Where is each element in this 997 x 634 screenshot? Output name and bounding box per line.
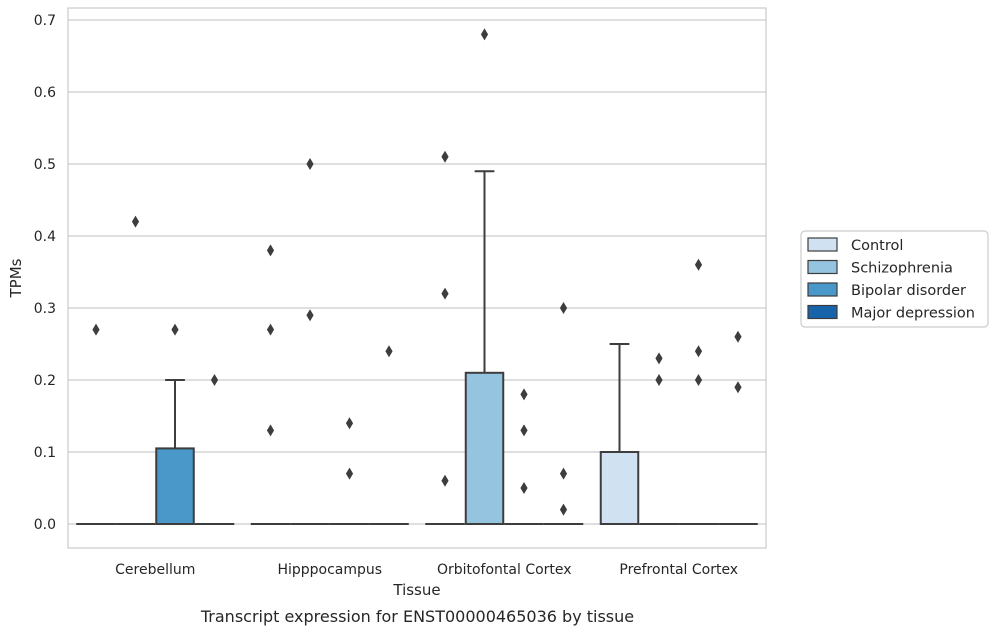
box-group — [76, 323, 116, 526]
outlier-point — [694, 374, 703, 386]
outlier-point — [655, 374, 663, 386]
box-group — [115, 215, 156, 526]
box-group — [425, 150, 465, 526]
box-group — [369, 345, 409, 526]
legend-label: Bipolar disorder — [851, 283, 966, 299]
outlier-point — [559, 302, 568, 314]
y-tick-label: 0.3 — [34, 301, 56, 317]
legend-swatch — [807, 282, 838, 297]
legend-swatch — [807, 304, 838, 320]
y-axis-ticks: 0.0 0.1 0.2 0.3 0.4 0.5 0.6 0.7 — [34, 13, 56, 533]
y-tick-label: 0.2 — [34, 373, 56, 389]
outlier-point — [345, 467, 354, 480]
outlier-point — [131, 215, 140, 228]
outlier-point — [266, 244, 275, 257]
outlier-point — [306, 158, 314, 170]
y-tick-label: 0.7 — [34, 13, 56, 29]
outlier-point — [480, 28, 489, 41]
y-tick-label: 0.5 — [34, 157, 56, 173]
box-group — [543, 302, 584, 526]
outlier-point — [266, 424, 275, 437]
outlier-point — [694, 345, 703, 358]
outlier-point — [694, 258, 703, 271]
box-group — [599, 343, 640, 525]
box — [599, 451, 640, 525]
box-group — [639, 352, 679, 526]
chart-caption: Transcript expression for ENST0000046503… — [200, 607, 634, 626]
x-tick-label: Orbitofontal Cortex — [437, 562, 572, 578]
box — [155, 447, 195, 525]
legend-swatch — [807, 259, 838, 275]
y-tick-label: 0.4 — [34, 229, 56, 245]
x-axis-ticks: Cerebellum Hipppocampus Orbitofontal Corte… — [115, 562, 738, 578]
outlier-point — [441, 287, 449, 300]
legend-frame — [800, 230, 989, 328]
outlier-point — [655, 352, 663, 365]
outlier-point — [306, 309, 314, 322]
box-group — [329, 417, 370, 526]
outlier-point — [520, 424, 528, 437]
outlier-point — [520, 482, 528, 494]
y-axis-label: TPMs — [7, 258, 25, 298]
y-tick-label: 0.1 — [34, 445, 56, 461]
outlier-point — [92, 323, 100, 336]
box-group — [718, 330, 758, 526]
x-tick-label: Prefrontal Cortex — [619, 562, 738, 578]
y-tick-label: 0.6 — [34, 85, 56, 101]
outlier-point — [385, 345, 393, 358]
outlier-point — [266, 323, 275, 336]
outlier-point — [345, 417, 354, 430]
plot-frame — [67, 7, 767, 549]
box-plot-area — [76, 28, 758, 526]
box-group — [290, 158, 330, 526]
x-tick-label: Hipppocampus — [277, 562, 382, 578]
box-group — [250, 244, 291, 526]
legend-swatch — [807, 237, 838, 252]
legend: Control Schizophrenia Bipolar disorder Majo… — [800, 230, 989, 328]
box-group — [464, 28, 505, 525]
outlier-point — [559, 467, 568, 480]
outlier-point — [734, 381, 742, 394]
outlier-point — [734, 330, 742, 343]
x-axis-label: Tissue — [392, 581, 440, 599]
legend-label: Major depression — [851, 306, 975, 322]
box-group — [155, 323, 195, 525]
x-tick-label: Cerebellum — [115, 562, 195, 578]
outlier-point — [441, 474, 449, 487]
y-tick-label: 0.0 — [34, 517, 56, 533]
box-group — [504, 388, 544, 526]
outlier-point — [441, 150, 449, 163]
outlier-point — [559, 503, 568, 516]
outlier-point — [520, 388, 528, 401]
legend-label: Schizophrenia — [851, 261, 953, 277]
outlier-point — [210, 374, 219, 386]
legend-label: Control — [851, 238, 903, 254]
box-group — [678, 258, 719, 526]
box-group — [194, 374, 235, 526]
box — [464, 371, 505, 525]
outlier-point — [171, 323, 179, 336]
